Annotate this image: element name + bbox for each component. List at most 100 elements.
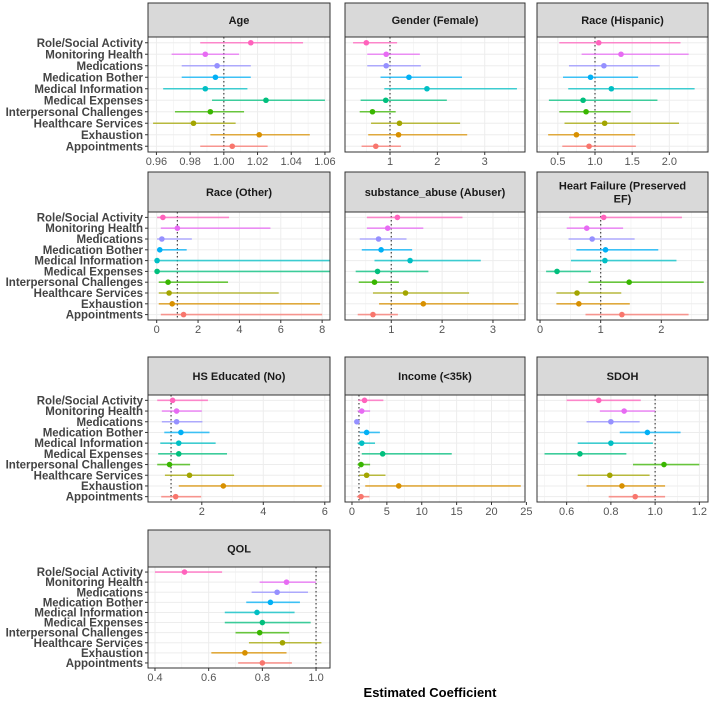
estimate-point-5 <box>175 451 182 457</box>
panel-strip <box>147 356 331 396</box>
y-tick-label: Medications <box>77 234 143 246</box>
x-tick-label: 0.4 <box>147 672 162 684</box>
panel-strip <box>344 356 526 396</box>
y-tick-label: Role/Social Activity <box>37 212 144 224</box>
y-tick-label: Appointments <box>66 492 143 504</box>
estimate-point-0 <box>363 39 370 46</box>
panel-title: Race (Hispanic) <box>581 15 664 27</box>
x-tick-label: 1.0 <box>308 672 323 684</box>
estimate-point-4 <box>154 257 160 264</box>
panel-strip <box>536 171 709 213</box>
panel-strip <box>344 171 526 213</box>
plot-border <box>536 394 709 503</box>
y-tick-label: Interpersonal Challenges <box>6 460 143 472</box>
estimate-point-0 <box>361 397 368 404</box>
estimate-point-2 <box>375 236 382 242</box>
estimate-point-3 <box>602 247 609 253</box>
estimate-point-6 <box>371 279 378 286</box>
panel-title: EF) <box>614 194 632 206</box>
panel-strip <box>147 529 331 568</box>
estimate-point-8 <box>395 131 402 138</box>
x-tick-label: 0.8 <box>255 672 270 684</box>
plot-border <box>147 394 331 503</box>
estimate-point-6 <box>661 461 667 468</box>
estimate-point-7 <box>402 290 409 296</box>
estimate-point-7 <box>601 120 608 127</box>
estimate-point-6 <box>165 279 171 286</box>
y-tick-label: Medication Bother <box>43 427 144 439</box>
x-tick-label: 0.6 <box>201 672 216 684</box>
estimate-point-6 <box>369 108 376 115</box>
estimate-point-2 <box>383 62 390 69</box>
y-tick-label: Medical Information <box>34 84 143 96</box>
panel-title: Age <box>229 15 250 27</box>
y-tick-label: Interpersonal Challenges <box>6 277 143 289</box>
x-tick-label: 1.5 <box>625 156 640 168</box>
x-tick-label: 0.98 <box>179 156 200 168</box>
estimate-point-5 <box>259 619 266 626</box>
estimate-point-9 <box>358 493 364 500</box>
estimate-point-7 <box>606 472 613 479</box>
estimate-point-5 <box>263 97 269 104</box>
estimate-point-2 <box>159 236 165 242</box>
estimate-point-1 <box>358 408 365 414</box>
estimate-point-5 <box>379 451 386 457</box>
estimate-point-2 <box>601 62 607 69</box>
estimate-point-3 <box>406 74 412 81</box>
x-tick-label: 2 <box>195 324 201 336</box>
y-tick-label: Medical Expenses <box>44 618 143 630</box>
y-tick-label: Healthcare Services <box>34 118 143 130</box>
x-tick-label: 3 <box>490 324 496 336</box>
x-tick-label: 1 <box>387 156 393 168</box>
x-tick-label: 1.0 <box>647 506 662 518</box>
estimate-point-3 <box>587 74 594 81</box>
panel-strip <box>536 2 709 38</box>
y-tick-label: Interpersonal Challenges <box>6 107 143 119</box>
plot-border <box>536 211 709 321</box>
estimate-point-9 <box>586 143 592 150</box>
estimate-point-8 <box>220 483 227 489</box>
x-axis-title: Estimated Coefficient <box>364 685 498 700</box>
estimate-point-1 <box>202 51 209 58</box>
x-tick-label: 1.02 <box>247 156 268 168</box>
estimate-point-5 <box>382 97 389 104</box>
y-tick-label: Healthcare Services <box>34 470 143 482</box>
y-tick-label: Medical Information <box>34 438 143 450</box>
y-tick-label: Exhaustion <box>81 648 143 660</box>
estimate-point-7 <box>186 472 193 479</box>
plot-background <box>345 212 525 320</box>
estimate-point-6 <box>583 108 589 115</box>
x-tick-label: 0.5 <box>550 156 565 168</box>
x-tick-label: 0.8 <box>603 506 618 518</box>
estimate-point-8 <box>395 483 402 489</box>
estimate-point-3 <box>267 599 274 606</box>
x-tick-label: 6 <box>278 324 284 336</box>
estimate-point-3 <box>363 429 370 436</box>
estimate-point-0 <box>600 214 607 221</box>
y-tick-label: Exhaustion <box>81 299 143 311</box>
panel-7: Income (<35k) 0 5 10 15 20 25 <box>344 356 533 518</box>
panel-title: Income (<35k) <box>398 371 472 383</box>
estimate-point-4 <box>202 85 209 92</box>
panel-title: Heart Failure (Preserved <box>559 181 686 193</box>
x-tick-label: 2 <box>658 324 664 336</box>
estimate-point-7 <box>396 120 403 127</box>
plot-background <box>345 395 525 502</box>
estimate-point-0 <box>394 214 401 221</box>
y-tick-label: Medications <box>77 587 143 599</box>
x-tick-label: 25 <box>520 506 532 518</box>
x-tick-label: 15 <box>451 506 463 518</box>
estimate-point-8 <box>242 650 248 656</box>
plot-border <box>536 36 709 153</box>
estimate-point-0 <box>160 214 166 221</box>
x-tick-label: 2.0 <box>662 156 677 168</box>
y-tick-label: Monitoring Health <box>45 577 143 589</box>
panel-title: QOL <box>227 544 251 556</box>
estimate-point-9 <box>172 493 179 500</box>
estimate-point-5 <box>580 97 586 104</box>
estimate-point-0 <box>595 397 602 404</box>
panel-8: SDOH 0.6 0.8 1.0 1.2 <box>536 356 709 518</box>
x-tick-label: 1.00 <box>213 156 234 168</box>
y-tick-label: Medical Expenses <box>44 95 143 107</box>
